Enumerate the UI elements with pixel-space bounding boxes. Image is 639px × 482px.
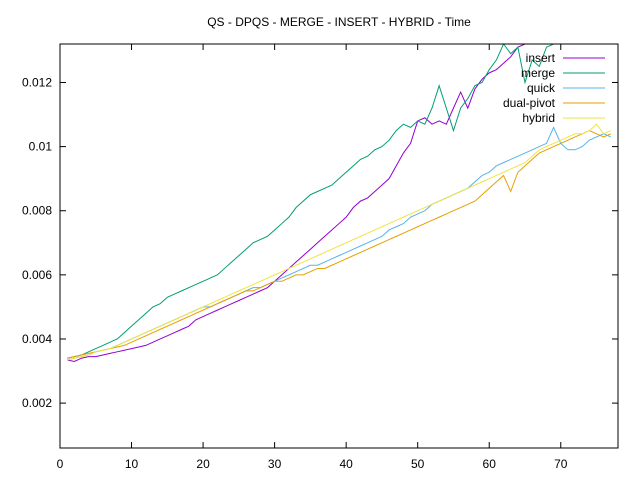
series-line-merge bbox=[67, 44, 554, 359]
series-line-insert bbox=[67, 44, 554, 362]
plot-border bbox=[59, 43, 619, 449]
y-tick-label: 0.01 bbox=[29, 140, 53, 154]
legend-label: merge bbox=[521, 66, 555, 80]
plot-area bbox=[67, 44, 612, 362]
x-tick-label: 50 bbox=[411, 457, 425, 471]
legend-item-insert: insert bbox=[526, 51, 605, 65]
x-tick-label: 20 bbox=[196, 457, 210, 471]
legend-item-merge: merge bbox=[521, 66, 605, 80]
x-tick-label: 60 bbox=[483, 457, 497, 471]
x-tick-label: 0 bbox=[57, 457, 64, 471]
x-tick-label: 40 bbox=[339, 457, 353, 471]
x-tick-label: 30 bbox=[268, 457, 282, 471]
x-tick-label: 10 bbox=[125, 457, 139, 471]
series-line-hybrid bbox=[67, 123, 612, 361]
series-line-dual-pivot bbox=[67, 130, 612, 359]
legend-label: dual-pivot bbox=[503, 96, 556, 110]
y-tick-label: 0.012 bbox=[22, 75, 52, 89]
legend-label: quick bbox=[527, 81, 556, 95]
y-tick-label: 0.006 bbox=[22, 268, 52, 282]
legend-item-dual-pivot: dual-pivot bbox=[503, 96, 605, 110]
legend-item-quick: quick bbox=[527, 81, 605, 95]
y-tick-label: 0.002 bbox=[22, 396, 52, 410]
axes: 0 10 20 30 40 50 60 70 0.002 0.004 0.006 0.008 0.01 0… bbox=[22, 43, 619, 471]
x-tick-label: 70 bbox=[554, 457, 568, 471]
chart-title: QS - DPQS - MERGE - INSERT - HYBRID - Ti… bbox=[207, 15, 471, 29]
y-tick-label: 0.008 bbox=[22, 204, 52, 218]
legend-label: hybrid bbox=[522, 111, 555, 125]
legend-label: insert bbox=[526, 51, 556, 65]
legend-item-hybrid: hybrid bbox=[522, 111, 605, 125]
y-tick-label: 0.004 bbox=[22, 332, 52, 346]
